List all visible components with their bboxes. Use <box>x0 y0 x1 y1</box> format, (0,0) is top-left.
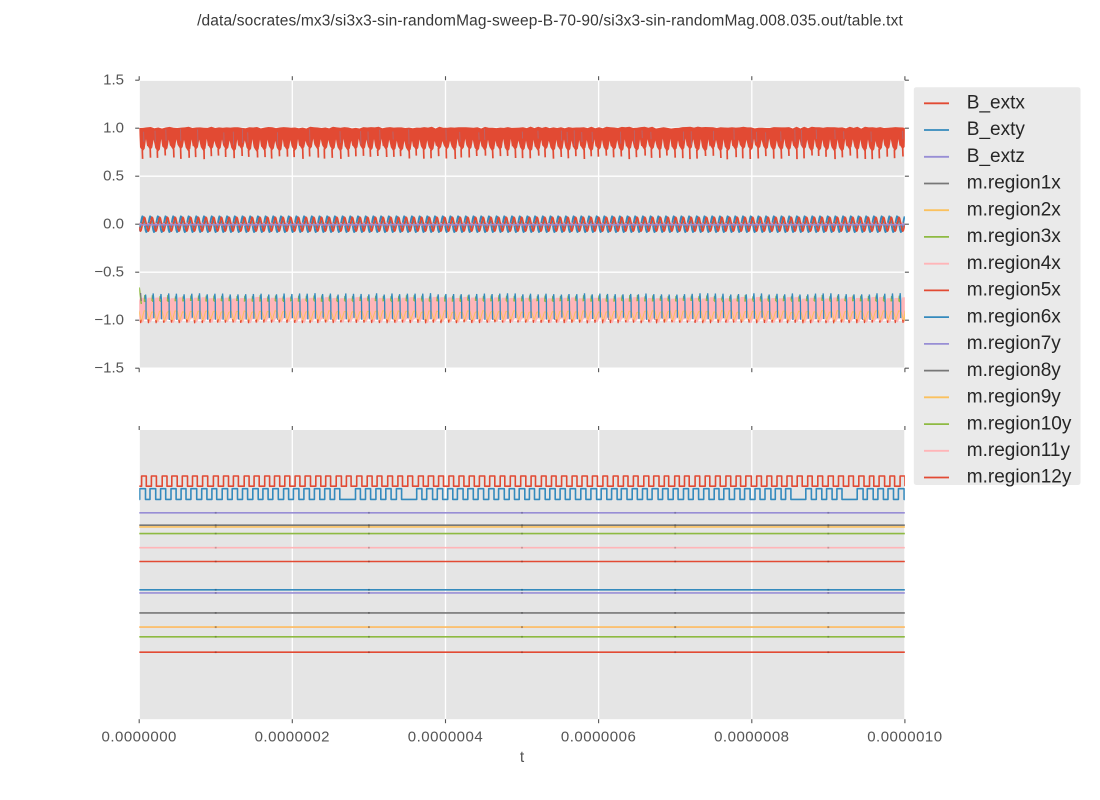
svg-text:m.region8y: m.region8y <box>967 360 1061 381</box>
svg-text:B_extz: B_extz <box>967 146 1025 167</box>
svg-text:m.region6x: m.region6x <box>967 306 1061 327</box>
svg-text:m.region3x: m.region3x <box>967 226 1061 247</box>
svg-text:0.0000008: 0.0000008 <box>714 729 789 746</box>
svg-text:m.region7y: m.region7y <box>967 333 1061 354</box>
svg-text:0.0: 0.0 <box>103 215 124 232</box>
svg-text:m.region12y: m.region12y <box>967 467 1072 488</box>
svg-text:1.0: 1.0 <box>103 119 124 136</box>
svg-text:1.5: 1.5 <box>103 71 124 88</box>
svg-text:0.5: 0.5 <box>103 167 124 184</box>
svg-text:0.0000006: 0.0000006 <box>561 729 636 746</box>
svg-text:m.region4x: m.region4x <box>967 253 1061 274</box>
svg-text:m.region5x: m.region5x <box>967 280 1061 301</box>
svg-text:−1.5: −1.5 <box>94 359 124 376</box>
svg-text:0.0000000: 0.0000000 <box>101 729 176 746</box>
svg-text:0.0000004: 0.0000004 <box>408 729 483 746</box>
svg-text:/data/socrates/mx3/si3x3-sin-r: /data/socrates/mx3/si3x3-sin-randomMag-s… <box>197 13 903 30</box>
svg-text:−0.5: −0.5 <box>94 263 124 280</box>
svg-text:B_exty: B_exty <box>967 119 1026 140</box>
svg-text:m.region2x: m.region2x <box>967 199 1061 220</box>
svg-text:−1.0: −1.0 <box>94 311 124 328</box>
svg-text:B_extx: B_extx <box>967 93 1026 114</box>
svg-text:m.region9y: m.region9y <box>967 387 1061 408</box>
svg-text:0.0000010: 0.0000010 <box>867 729 942 746</box>
svg-text:m.region10y: m.region10y <box>967 413 1072 434</box>
svg-text:m.region1x: m.region1x <box>967 173 1061 194</box>
svg-text:t: t <box>520 749 525 766</box>
svg-text:0.0000002: 0.0000002 <box>255 729 330 746</box>
svg-text:m.region11y: m.region11y <box>967 440 1071 461</box>
